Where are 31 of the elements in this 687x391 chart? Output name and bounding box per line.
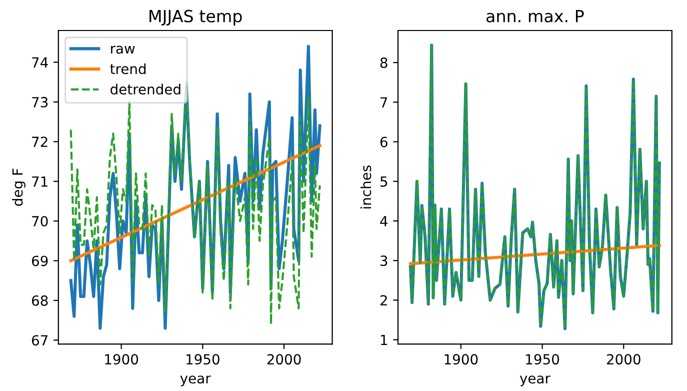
legend-label: raw xyxy=(111,46,135,54)
x-tick-label: 2000 xyxy=(267,354,301,365)
y-tick-label: 1 xyxy=(380,334,387,345)
y-axis-title: inches xyxy=(360,166,372,208)
x-axis-title: year xyxy=(180,376,211,386)
x-tick-label: 1950 xyxy=(186,354,220,365)
legend-label: detrended xyxy=(110,84,180,95)
x-tick-label: 1900 xyxy=(105,354,138,365)
x-tick-label: 2000 xyxy=(606,354,640,365)
y-tick-label: 73 xyxy=(32,96,48,108)
x-tick-label: 1950 xyxy=(526,354,560,365)
y-tick-label: 71 xyxy=(32,176,48,187)
y-tick-label: 4 xyxy=(380,216,388,226)
chart-title: MJJAS temp xyxy=(150,10,242,26)
y-tick-label: 68 xyxy=(32,295,48,306)
y-tick-label: 6 xyxy=(380,136,388,148)
y-tick-label: 72 xyxy=(32,136,48,147)
y-tick-label: 74 xyxy=(32,57,48,68)
y-tick-label: 3 xyxy=(380,256,388,266)
y-tick-label: 67 xyxy=(32,335,48,346)
x-axis-title: year xyxy=(520,376,550,386)
y-tick-label: 8 xyxy=(380,58,388,68)
chart-title: ann. max. P xyxy=(486,10,584,22)
y-axis-title: deg F xyxy=(12,168,26,206)
legend-label: trend xyxy=(110,63,146,74)
y-tick-label: 70 xyxy=(32,216,48,227)
y-tick-label: 2 xyxy=(380,295,387,306)
y-tick-label: 5 xyxy=(380,176,388,187)
y-tick-label: 69 xyxy=(32,256,48,266)
y-tick-label: 7 xyxy=(380,97,388,108)
x-tick-label: 1900 xyxy=(444,354,478,365)
